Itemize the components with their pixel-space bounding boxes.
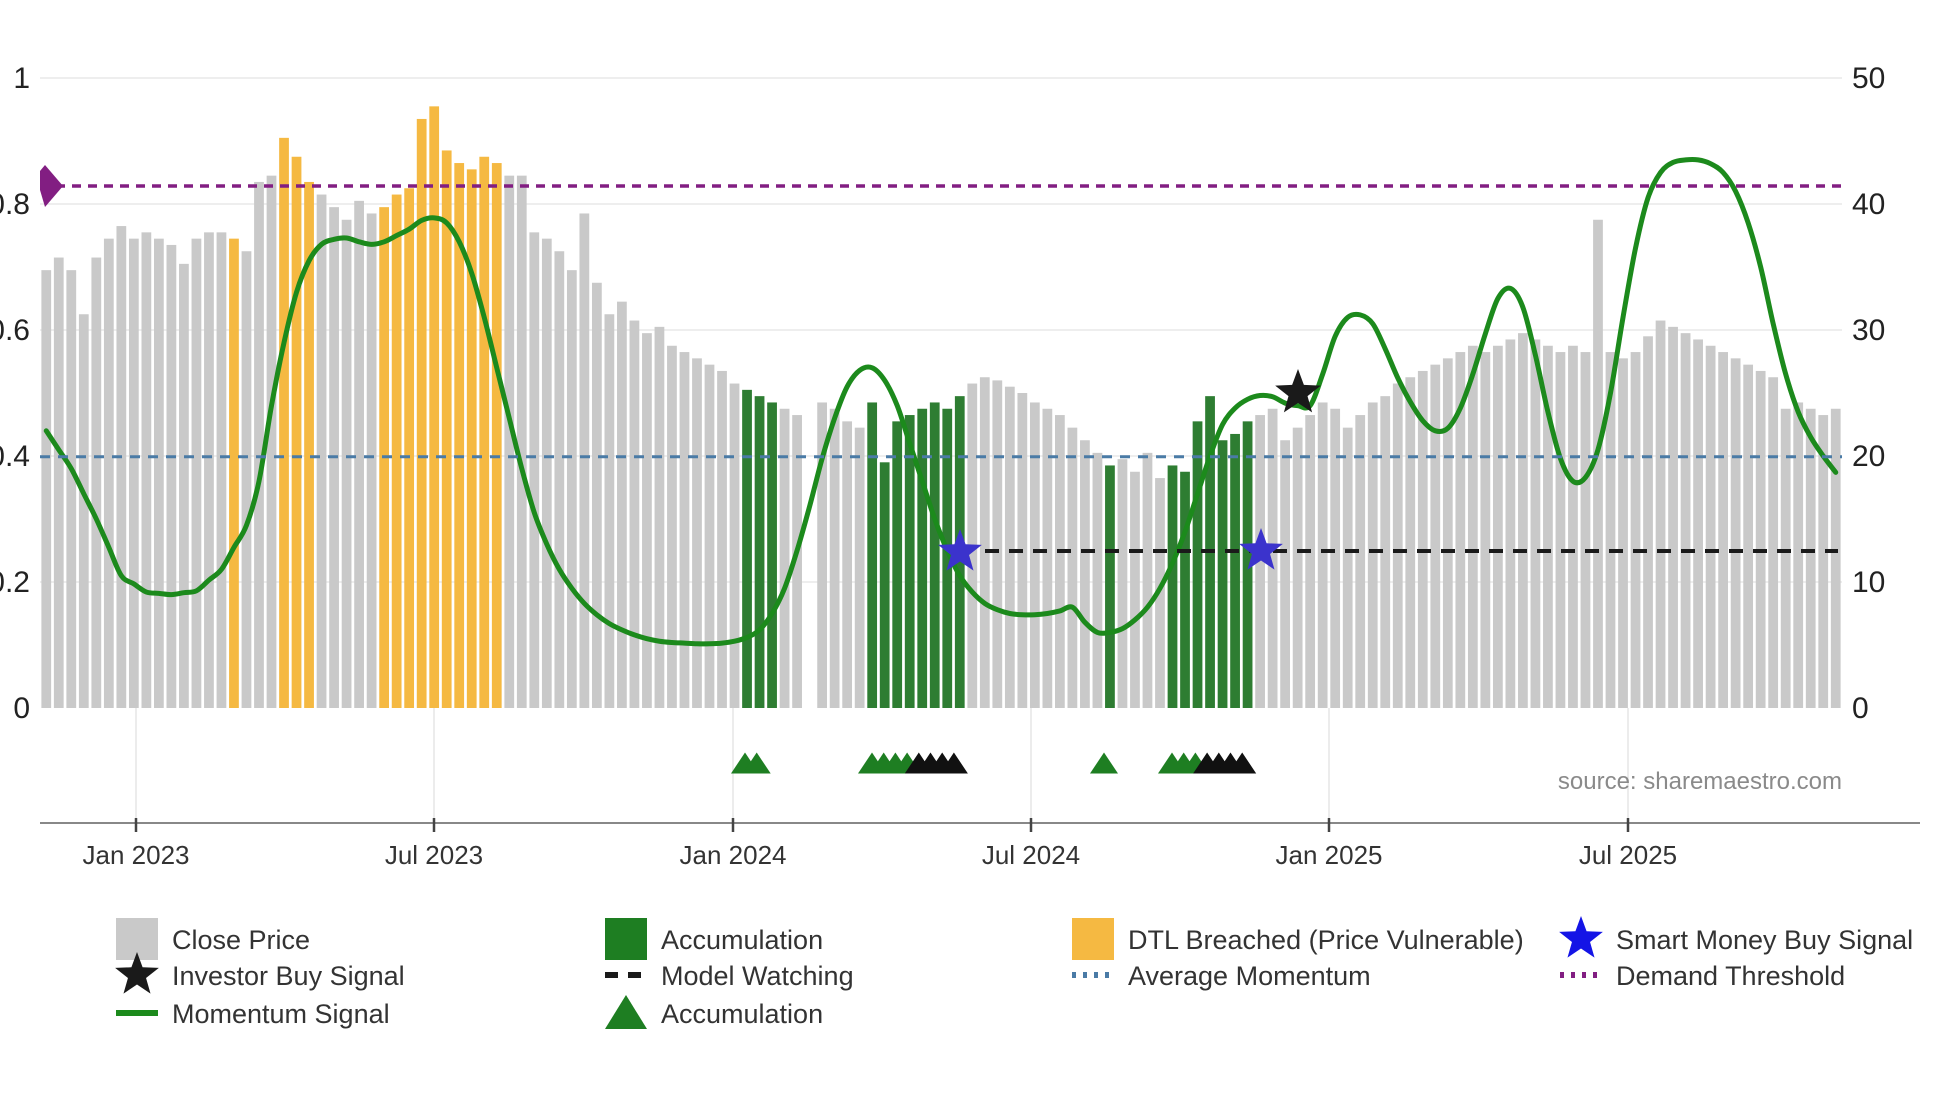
svg-text:Jan 2025: Jan 2025 bbox=[1276, 840, 1383, 870]
svg-text:Model Watching: Model Watching bbox=[661, 961, 854, 991]
svg-text:0.2: 0.2 bbox=[0, 566, 30, 599]
svg-text:Average Momentum: Average Momentum bbox=[1128, 961, 1371, 991]
svg-text:1: 1 bbox=[13, 62, 30, 95]
svg-text:0: 0 bbox=[13, 692, 30, 725]
svg-text:Jul 2025: Jul 2025 bbox=[1579, 840, 1677, 870]
svg-text:Smart Money Buy Signal: Smart Money Buy Signal bbox=[1616, 925, 1913, 955]
svg-text:10: 10 bbox=[1852, 566, 1885, 599]
svg-text:0.8: 0.8 bbox=[0, 188, 30, 221]
svg-text:Demand Threshold: Demand Threshold bbox=[1616, 961, 1845, 991]
svg-text:Jul 2023: Jul 2023 bbox=[385, 840, 483, 870]
svg-text:Accumulation: Accumulation bbox=[661, 999, 823, 1029]
svg-text:20: 20 bbox=[1852, 440, 1885, 473]
svg-text:source: sharemaestro.com: source: sharemaestro.com bbox=[1558, 768, 1842, 795]
svg-text:Jan 2024: Jan 2024 bbox=[680, 840, 787, 870]
svg-text:0.4: 0.4 bbox=[0, 440, 30, 473]
svg-text:Close Price: Close Price bbox=[172, 925, 310, 955]
svg-text:Jan 2023: Jan 2023 bbox=[83, 840, 190, 870]
svg-text:DTL Breached (Price Vulnerable: DTL Breached (Price Vulnerable) bbox=[1128, 925, 1524, 955]
svg-text:Investor Buy Signal: Investor Buy Signal bbox=[172, 961, 405, 991]
svg-text:0: 0 bbox=[1852, 692, 1869, 725]
svg-text:0.6: 0.6 bbox=[0, 314, 30, 347]
svg-text:30: 30 bbox=[1852, 314, 1885, 347]
svg-text:Accumulation: Accumulation bbox=[661, 925, 823, 955]
svg-text:50: 50 bbox=[1852, 62, 1885, 95]
svg-text:Jul 2024: Jul 2024 bbox=[982, 840, 1080, 870]
svg-text:40: 40 bbox=[1852, 188, 1885, 221]
svg-text:Momentum Signal: Momentum Signal bbox=[172, 999, 390, 1029]
